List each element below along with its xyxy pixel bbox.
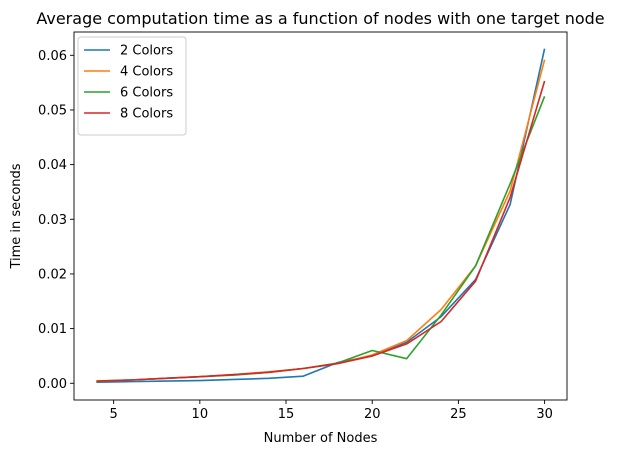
y-axis: 0.00 0.01 0.02 0.03 0.04 0.05 0.06: [38, 49, 74, 392]
plot-area: [73, 31, 568, 401]
x-tick-label: 10: [192, 407, 209, 422]
y-axis-label: Time in seconds: [9, 163, 24, 269]
x-axis: 5 10 15 20 25 30: [110, 400, 553, 422]
y-tick-label: 0.06: [38, 49, 67, 64]
y-tick-label: 0.05: [38, 103, 67, 118]
legend-label-3: 6 Colors: [120, 86, 173, 101]
x-axis-label: Number of Nodes: [264, 431, 378, 446]
y-tick-label: 0.03: [38, 213, 67, 228]
legend-label-4: 8 Colors: [120, 107, 173, 122]
y-tick-label: 0.00: [38, 377, 67, 392]
series-line-4: [96, 80, 546, 382]
legend-label-2: 4 Colors: [120, 65, 173, 80]
chart-title: Average computation time as a function o…: [36, 9, 604, 28]
legend-label-1: 2 Colors: [120, 44, 173, 59]
series-line-3: [96, 95, 546, 383]
x-tick-label: 20: [364, 407, 381, 422]
y-tick-label: 0.04: [38, 158, 67, 173]
y-tick-label: 0.01: [38, 322, 67, 337]
y-tick-label: 0.02: [38, 267, 67, 282]
x-tick-label: 25: [450, 407, 467, 422]
legend-box: [77, 36, 187, 136]
series-line-1: [96, 48, 546, 383]
x-tick-label: 15: [278, 407, 295, 422]
plot-frame: [73, 31, 568, 401]
legend: 2 Colors 4 Colors 6 Colors 8 Colors: [77, 36, 187, 136]
x-tick-label: 30: [536, 407, 553, 422]
x-tick-label: 5: [110, 407, 118, 422]
